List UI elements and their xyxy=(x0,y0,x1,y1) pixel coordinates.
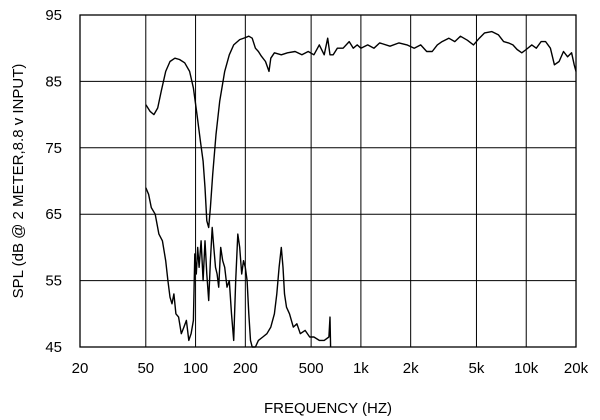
y-tick-label: 75 xyxy=(45,140,62,157)
x-tick-label: 5k xyxy=(469,360,485,377)
x-tick-label: 100 xyxy=(183,360,208,377)
grid-layer xyxy=(79,14,577,348)
x-tick-label: 1k xyxy=(353,360,369,377)
x-tick-label: 50 xyxy=(137,360,154,377)
x-tick-label: 2k xyxy=(403,360,419,377)
plot-frame xyxy=(79,14,577,348)
series-layer xyxy=(145,30,577,348)
y-axis-label: SPL (dB @ 2 METER,8.8 v INPUT) xyxy=(10,64,27,299)
y-tick-label: 45 xyxy=(45,339,62,356)
x-tick-label: 200 xyxy=(233,360,258,377)
y-tick-label: 95 xyxy=(45,7,62,24)
series-line-1 xyxy=(145,30,577,229)
x-tick-label: 10k xyxy=(514,360,539,377)
y-tick-labels: 45 55 65 75 85 95 xyxy=(45,7,62,356)
series-line-2 xyxy=(145,187,332,348)
y-tick-label: 55 xyxy=(45,273,62,290)
y-tick-label: 85 xyxy=(45,73,62,90)
x-tick-label: 20k xyxy=(564,360,589,377)
x-axis-label: FREQUENCY (HZ) xyxy=(264,400,392,417)
x-tick-label: 20 xyxy=(72,360,89,377)
y-tick-label: 65 xyxy=(45,206,62,223)
x-tick-label: 500 xyxy=(299,360,324,377)
x-tick-labels: 20 50 100 200 500 1k 2k 5k 10k 20k xyxy=(72,360,589,377)
